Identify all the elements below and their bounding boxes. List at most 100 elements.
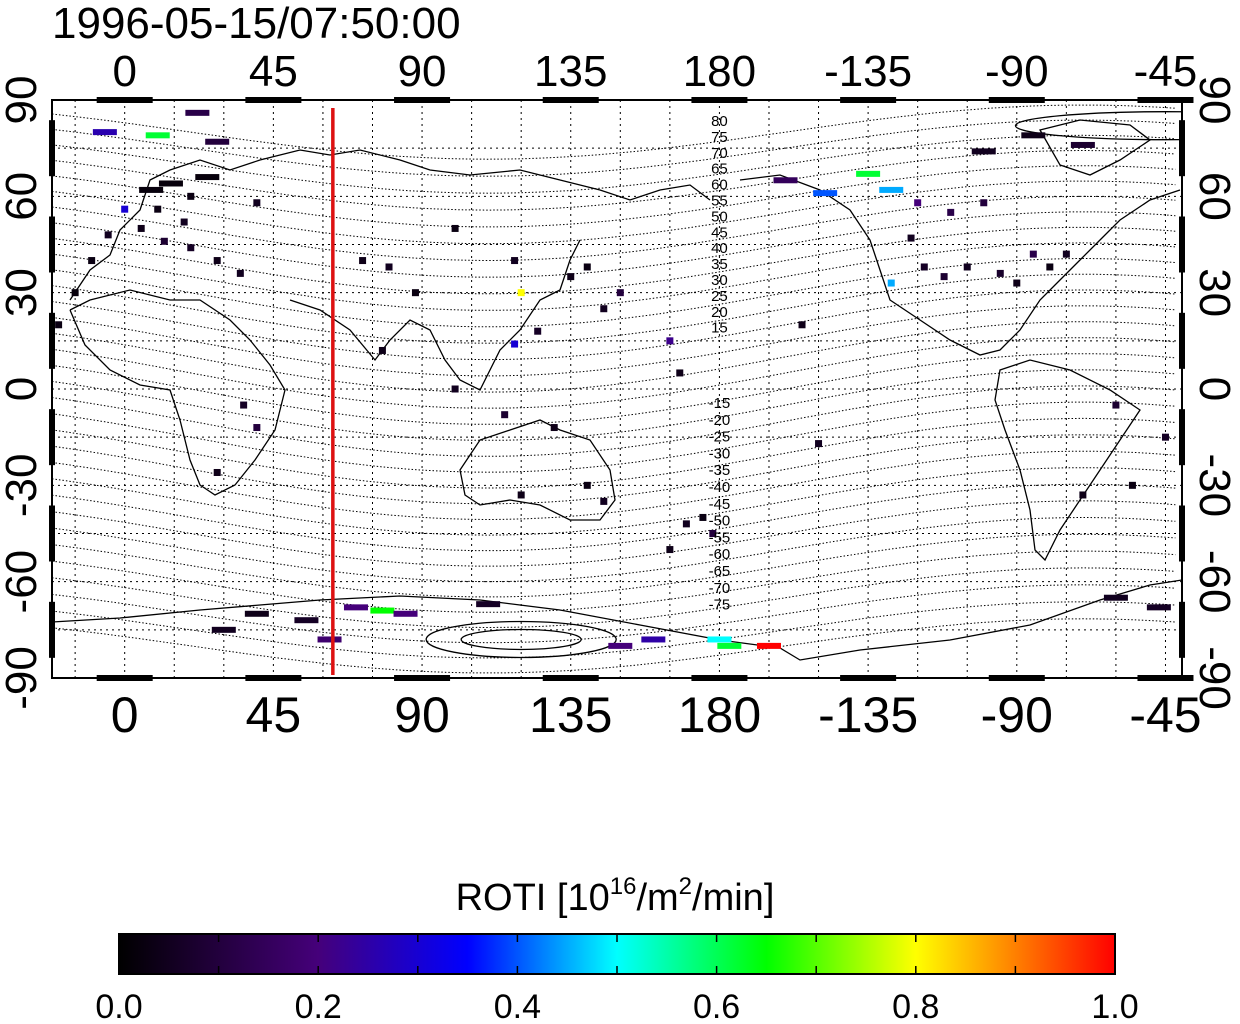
roti-point: [583, 481, 591, 489]
mag-latitude-contour: [52, 385, 1176, 457]
bottom-tick-label: 45: [246, 687, 302, 743]
left-tick-label: 60: [0, 172, 46, 221]
mag-latitude-contour: [52, 584, 1176, 644]
roti-point: [717, 642, 742, 649]
top-tick-label: 135: [534, 47, 607, 96]
mag-latitude-contour: [52, 467, 1176, 536]
mag-latitude-contour: [52, 289, 1176, 361]
mag-latitude-label: -30: [709, 445, 731, 462]
colorbar-tick-label: 1.0: [1091, 988, 1138, 1024]
colorbar-tick-label: 0.0: [95, 988, 142, 1024]
roti-point: [920, 263, 928, 271]
roti-point: [104, 231, 112, 239]
south-magnetic-pole-inner-oval: [460, 628, 582, 651]
bottom-tick-label: 180: [678, 687, 761, 743]
mag-latitude-contour: [52, 305, 1176, 377]
mag-latitude-contour: [52, 618, 1176, 674]
colorbar-tick-label: 0.2: [295, 988, 342, 1024]
bottom-tick-label: -135: [818, 687, 918, 743]
colorbar-title-squared: 2: [679, 873, 692, 900]
roti-point: [393, 610, 418, 617]
roti-point: [666, 546, 674, 554]
mag-latitude-contour: [52, 483, 1176, 552]
mag-latitude-contour: [52, 450, 1176, 521]
roti-point: [213, 257, 221, 265]
roti-point: [145, 132, 170, 139]
mag-latitude-label: 20: [711, 304, 728, 321]
mag-latitude-contour: [52, 500, 1176, 567]
mag-latitude-label: -55: [709, 529, 731, 546]
mag-latitude-label: 70: [711, 145, 728, 162]
roti-point: [294, 617, 319, 624]
top-tick-label: -135: [824, 47, 912, 96]
roti-point: [343, 604, 368, 611]
roti-point: [971, 148, 996, 155]
roti-point: [600, 305, 608, 313]
coastline-europe: [69, 149, 711, 301]
roti-point: [963, 263, 971, 271]
roti-point: [137, 224, 145, 232]
mag-latitude-contour: [52, 134, 1176, 194]
top-tick-label: 90: [398, 47, 447, 96]
mag-latitude-contour: [52, 321, 1176, 393]
mag-latitude-contour: [52, 242, 1176, 311]
mag-latitude-label: 35: [711, 256, 728, 273]
roti-point: [756, 642, 781, 649]
colorbar-title-main: ROTI [10: [456, 877, 610, 919]
frame-tick-bar: [245, 97, 302, 103]
colorbar-title-unit: /m: [636, 877, 678, 919]
mag-latitude-label: -20: [709, 412, 731, 429]
roti-point: [253, 199, 261, 207]
roti-point: [139, 186, 164, 193]
roti-point: [370, 607, 395, 614]
roti-point: [1079, 491, 1087, 499]
top-tick-label: 45: [249, 47, 298, 96]
bottom-tick-label: -90: [981, 687, 1053, 743]
roti-point: [550, 424, 558, 432]
roti-point: [907, 234, 915, 242]
bottom-tick-labels: 0 45 90 135 180 -135 -90 -45: [111, 687, 1202, 743]
mag-latitude-contour: [52, 533, 1176, 598]
roti-point: [1112, 401, 1120, 409]
roti-observations: [55, 109, 1171, 649]
roti-point: [185, 109, 210, 116]
top-tick-label: -45: [1134, 47, 1198, 96]
top-tick-label: 180: [683, 47, 756, 96]
roti-point: [980, 199, 988, 207]
mag-latitude-label: -35: [709, 462, 731, 479]
roti-point: [856, 170, 881, 177]
left-tick-labels: 90 60 30 0 -30 -60 -90: [0, 76, 46, 710]
mag-latitude-label: 65: [711, 161, 728, 178]
frame-tick-bar: [49, 216, 55, 273]
bottom-tick-label: 135: [529, 687, 612, 743]
mag-latitude-label: 15: [711, 320, 728, 337]
bottom-tick-label: 90: [394, 687, 450, 743]
frame-tick-bar: [1179, 312, 1185, 369]
right-tick-label: 0: [1190, 377, 1239, 401]
roti-point: [451, 385, 459, 393]
roti-point: [815, 440, 823, 448]
roti-point: [676, 369, 684, 377]
mag-latitude-label: 25: [711, 288, 728, 305]
mag-latitude-label: 40: [711, 240, 728, 257]
coastline-antarctica: [52, 579, 1182, 661]
coastline-africa: [69, 289, 286, 496]
roti-point: [879, 186, 904, 193]
coastlines: [52, 119, 1182, 661]
mag-latitude-contour: [52, 434, 1176, 505]
mag-latitude-contour: [52, 226, 1176, 295]
mag-latitude-contour: [52, 149, 1176, 211]
roti-point: [244, 610, 269, 617]
magnetic-latitude-contours: [52, 104, 1182, 674]
frame-tick-bars: [49, 97, 1194, 681]
south-magnetic-pole-oval: [425, 620, 617, 659]
roti-point: [682, 520, 690, 528]
colorbar-title-end: /min]: [692, 877, 774, 919]
right-tick-label: 30: [1190, 268, 1239, 317]
frame-tick-bar: [691, 675, 748, 681]
roti-point: [666, 337, 674, 345]
mag-latitude-contour: [52, 104, 1176, 160]
frame-tick-bar: [1179, 216, 1185, 273]
right-tick-labels: 90 60 30 0 -30 -60 -90: [1190, 76, 1239, 710]
